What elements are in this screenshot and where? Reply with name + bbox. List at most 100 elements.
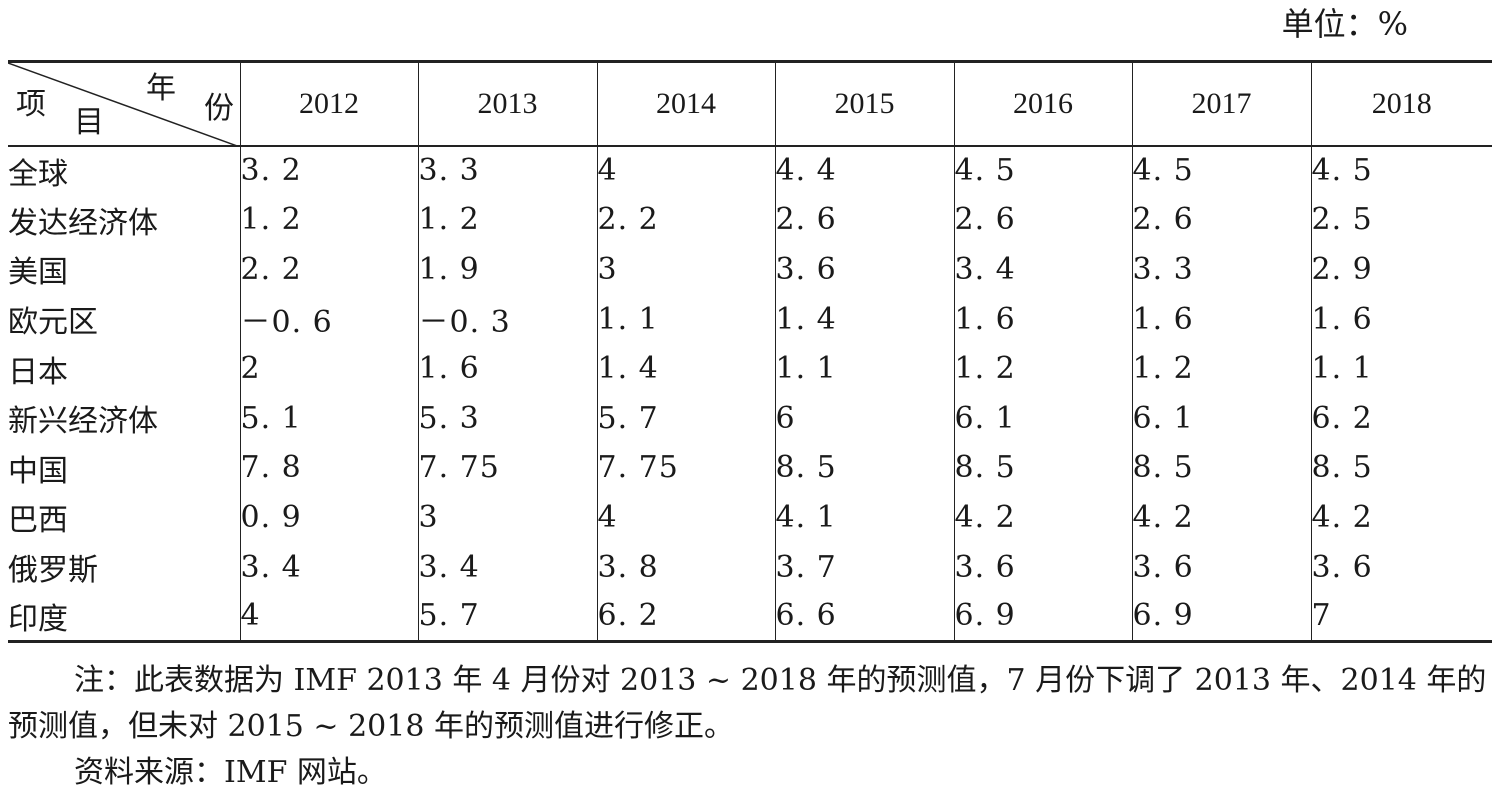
value-cell: 2. 2	[596, 195, 775, 245]
value-cell: 6. 9	[953, 591, 1132, 643]
row-label: 中国	[8, 453, 68, 489]
value-cell: 5. 1	[239, 393, 418, 444]
value-cell: 3. 2	[239, 145, 418, 196]
value-cell: 6	[774, 393, 954, 444]
value-cell: 1. 4	[596, 343, 775, 394]
value-cell: 3. 6	[953, 542, 1132, 592]
value-cell: 4. 2	[953, 492, 1132, 543]
year-header: 2013	[417, 60, 597, 147]
value-cell: 1. 1	[774, 343, 954, 394]
table-row: 俄罗斯 3. 4 3. 4 3. 8 3. 7 3. 6 3. 6 3. 6	[8, 542, 1492, 592]
value-cell: 6. 1	[1131, 393, 1311, 444]
table-row: 日本 2 1. 6 1. 4 1. 1 1. 2 1. 2 1. 1	[8, 343, 1492, 394]
row-label: 俄罗斯	[8, 553, 98, 589]
notes-block: 注：此表数据为 IMF 2013 年 4 月份对 2013 ~ 2018 年的预…	[8, 658, 1492, 796]
value-cell: 8. 5	[1131, 443, 1311, 493]
value-cell: 3. 7	[774, 542, 954, 592]
value-cell: 6. 9	[1131, 591, 1311, 643]
value-cell: 6. 2	[1310, 393, 1492, 444]
value-cell: 2. 5	[1310, 195, 1492, 245]
value-cell: 4. 5	[1310, 145, 1492, 196]
value-cell: 6. 2	[596, 591, 775, 643]
value-cell: 4. 1	[774, 492, 954, 543]
value-cell: 1. 6	[417, 343, 597, 394]
value-cell: 4. 2	[1310, 492, 1492, 543]
value-cell: 2. 6	[1131, 195, 1311, 245]
value-cell: 3	[596, 244, 775, 295]
row-label: 印度	[8, 591, 240, 643]
value-cell: 3. 8	[596, 542, 775, 592]
value-cell: 7. 75	[596, 443, 775, 493]
value-cell: 7	[1310, 591, 1492, 643]
year-header: 2016	[953, 60, 1132, 147]
row-label: 美国	[8, 255, 68, 291]
year-header: 2012	[239, 60, 418, 147]
table-body: 全球 3. 2 3. 3 4 4. 4 4. 5 4. 5 4. 5 发达经济体 1. 2 1. 2…	[8, 145, 1492, 643]
value-cell: 1. 6	[1131, 294, 1311, 344]
year-header: 2015	[774, 60, 954, 147]
value-cell: 4. 5	[1131, 145, 1311, 196]
value-cell: 1. 2	[1131, 343, 1311, 394]
value-cell: 8. 5	[1310, 443, 1492, 493]
value-cell: 8. 5	[774, 443, 954, 493]
value-cell: －0. 3	[417, 294, 597, 344]
row-label: 新兴经济体	[8, 404, 158, 440]
table-row: 美国 2. 2 1. 9 3 3. 6 3. 4 3. 3 2. 9	[8, 244, 1492, 295]
value-cell: 2. 6	[953, 195, 1132, 245]
value-cell: 1. 6	[1310, 294, 1492, 344]
unit-label: 单位：%	[1281, 5, 1408, 43]
table-row: 新兴经济体 5. 1 5. 3 5. 7 6 6. 1 6. 1 6. 2	[8, 393, 1492, 444]
value-cell: 8. 5	[953, 443, 1132, 493]
corner-item-char-1: 项	[16, 88, 46, 121]
value-cell: 3	[417, 492, 597, 543]
corner-year-char-1: 年	[146, 72, 176, 105]
corner-diagonal-line	[8, 63, 240, 147]
value-cell: 4. 5	[953, 145, 1132, 196]
value-cell: 2. 9	[1310, 244, 1492, 295]
corner-header-cell: 年 份 项 目	[8, 60, 240, 147]
row-label: 巴西	[8, 503, 68, 539]
value-cell: 3. 4	[239, 542, 418, 592]
value-cell: 4. 2	[1131, 492, 1311, 543]
row-label: 欧元区	[8, 305, 98, 341]
table-row: 巴西 0. 9 3 4 4. 1 4. 2 4. 2 4. 2	[8, 492, 1492, 543]
year-header: 2018	[1310, 60, 1492, 147]
corner-year-char-2: 份	[204, 92, 234, 125]
corner-item-char-2: 目	[74, 106, 104, 139]
value-cell: 1. 6	[953, 294, 1132, 344]
table-note: 注：此表数据为 IMF 2013 年 4 月份对 2013 ~ 2018 年的预…	[8, 663, 1487, 744]
value-cell: 3. 4	[417, 542, 597, 592]
value-cell: 6. 6	[774, 591, 954, 643]
year-header: 2014	[596, 60, 775, 147]
data-table: 年 份 项 目 2012 2013 2014 2015 2016 2017 20…	[8, 60, 1492, 643]
value-cell: 6. 1	[953, 393, 1132, 444]
row-label: 发达经济体	[8, 205, 158, 241]
table-row: 发达经济体 1. 2 1. 2 2. 2 2. 6 2. 6 2. 6 2. 5	[8, 195, 1492, 245]
value-cell: 4	[596, 492, 775, 543]
value-cell: 3. 4	[953, 244, 1132, 295]
value-cell: 1. 4	[774, 294, 954, 344]
value-cell: 4	[596, 145, 775, 196]
value-cell: 4. 4	[774, 145, 954, 196]
value-cell: 3. 6	[1310, 542, 1492, 592]
value-cell: 2. 2	[239, 244, 418, 295]
row-label: 全球	[8, 156, 68, 192]
value-cell: 5. 3	[417, 393, 597, 444]
data-source: 资料来源：IMF 网站。	[74, 755, 387, 790]
value-cell: 1. 2	[239, 195, 418, 245]
value-cell: 1. 9	[417, 244, 597, 295]
value-cell: 3. 3	[417, 145, 597, 196]
header-row: 年 份 项 目 2012 2013 2014 2015 2016 2017 20…	[8, 60, 1492, 147]
value-cell: 5. 7	[417, 591, 597, 643]
value-cell: 4	[239, 591, 418, 643]
value-cell: 0. 9	[239, 492, 418, 543]
value-cell: 3. 6	[774, 244, 954, 295]
value-cell: 7. 75	[417, 443, 597, 493]
value-cell: 7. 8	[239, 443, 418, 493]
value-cell: 1. 2	[953, 343, 1132, 394]
table-row: 中国 7. 8 7. 75 7. 75 8. 5 8. 5 8. 5 8. 5	[8, 443, 1492, 493]
value-cell: 3. 3	[1131, 244, 1311, 295]
value-cell: 2. 6	[774, 195, 954, 245]
year-header: 2017	[1131, 60, 1311, 147]
